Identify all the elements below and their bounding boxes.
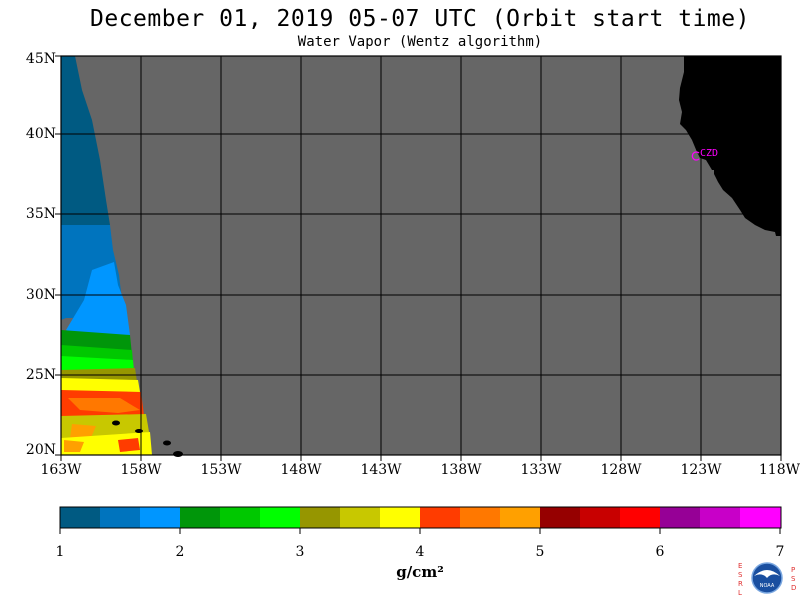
map-subtitle: Water Vapor (Wentz algorithm) [297,34,543,50]
map-frame [60,55,782,456]
noaa-logo: E S R L NOAA P S D [738,562,796,597]
island-kauai [112,420,120,426]
noaa-text: NOAA [760,583,775,589]
colorbar-swatch [500,507,541,528]
map-background [61,56,781,455]
colorbar-swatch [580,507,621,528]
esrl-letter-s: S [738,571,743,579]
psd-letter-p: P [791,566,795,574]
colorbar-swatch [300,507,341,528]
colorbar-swatch [220,507,261,528]
station-c-icon [691,151,700,161]
axis-ticks [55,55,782,461]
colorbar-swatch [740,507,781,528]
water-vapor-swath [61,56,152,455]
colorbar-swatch [340,507,381,528]
colorbar-swatch [660,507,701,528]
esrl-letter-l: L [738,589,742,597]
colorbar-unit: g/cm² [396,563,444,581]
map-title: December 01, 2019 05-07 UTC (Orbit start… [90,6,750,32]
swath-orange [68,398,140,413]
colorbar-ticks [59,528,781,534]
lon-label-128w: 128W [600,462,642,478]
swath-dark-blue [61,56,110,230]
lat-label-35n: 35N [25,206,56,222]
psd-letters: P S D [791,566,796,592]
swath-south-orange [64,440,84,452]
lon-label-143w: 143W [360,462,402,478]
island-oahu [135,429,143,433]
island-hawaii [173,451,183,457]
colorbar-swatch [700,507,741,528]
psd-letter-s: S [791,575,796,583]
colorbar-label-3: 3 [295,544,305,560]
colorbar-label-4: 4 [415,544,425,560]
lat-label-30n: 30N [25,287,56,303]
lon-label-133w: 133W [520,462,562,478]
lon-label-153w: 153W [200,462,242,478]
colorbar-label-2: 2 [175,544,185,560]
colorbar-label-7: 7 [775,544,785,560]
graticule [61,56,781,455]
lon-label-158w: 158W [120,462,162,478]
colorbar-swatch [180,507,221,528]
colorbar-swatch [420,507,461,528]
bay-inlet [708,170,714,174]
lon-label-123w: 123W [680,462,722,478]
esrl-letter-r: R [738,580,743,588]
island-maui [163,440,171,446]
swath-south-dark-orange [118,438,140,452]
colorbar-swatch [380,507,421,528]
colorbar-swatch [260,507,301,528]
lon-label-148w: 148W [280,462,322,478]
lon-label-118w: 118W [758,462,800,478]
swath-bright-green [61,356,134,372]
colorbar-swatch [60,507,101,528]
esrl-letter-e: E [738,562,742,570]
colorbar-label-5: 5 [535,544,545,560]
noaa-bird-icon [754,570,780,578]
lon-label-138w: 138W [440,462,482,478]
lat-label-20n: 20N [25,442,56,458]
lat-label-45n: 45N [25,51,56,67]
station-label: CZD [700,148,718,159]
esrl-letters: E S R L [738,562,743,597]
psd-letter-d: D [791,584,796,592]
colorbar-swatch [540,507,581,528]
colorbar-swatch [100,507,141,528]
north-america-land [679,56,781,236]
lon-label-163w: 163W [40,462,82,478]
colorbar-label-6: 6 [655,544,665,560]
colorbar-label-1: 1 [55,544,65,560]
swath-light-blue [66,262,130,338]
swath-light-orange [70,424,96,440]
lat-label-25n: 25N [25,367,56,383]
colorbar-swatch [460,507,501,528]
colorbar-swatch [620,507,661,528]
station-marker [691,151,700,161]
colorbar-swatch [140,507,181,528]
lat-label-40n: 40N [25,126,56,142]
colorbar [60,507,781,528]
